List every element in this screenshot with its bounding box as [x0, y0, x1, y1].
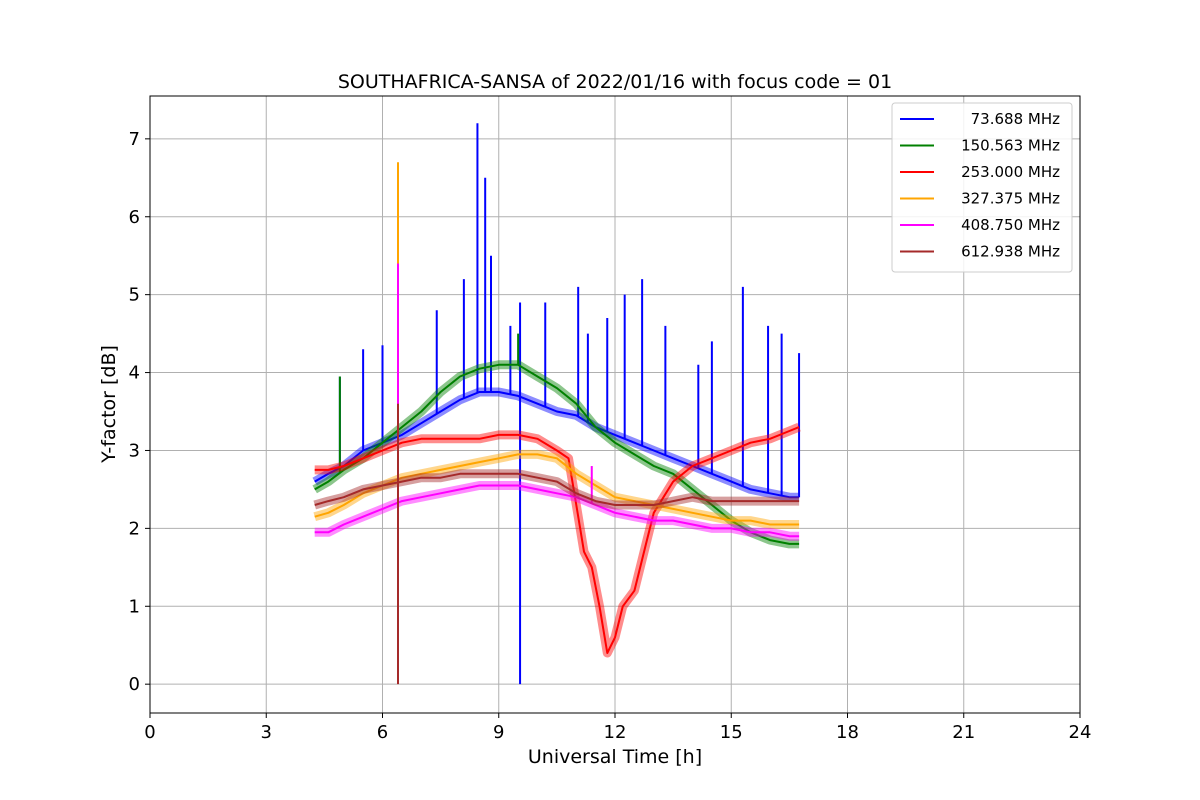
y-tick-label: 2 [129, 518, 140, 539]
legend-label: 150.563 MHz [961, 137, 1060, 155]
y-tick-label: 5 [129, 285, 140, 306]
x-tick-label: 9 [493, 722, 504, 743]
x-tick-label: 15 [720, 722, 743, 743]
y-tick-label: 0 [129, 674, 140, 695]
x-tick-label: 0 [144, 722, 155, 743]
x-tick-label: 12 [604, 722, 627, 743]
series-1 [312, 333, 800, 549]
x-tick-label: 21 [952, 722, 975, 743]
legend-label: 612.938 MHz [961, 243, 1060, 261]
series-line [314, 426, 800, 654]
legend-label: 408.750 MHz [961, 216, 1060, 234]
series-line [314, 484, 800, 538]
series-line [314, 391, 800, 499]
series-line [314, 472, 800, 506]
series-line [314, 363, 800, 545]
series-5 [313, 403, 800, 685]
legend-label: 253.000 MHz [961, 163, 1060, 181]
legend-label: 327.375 MHz [961, 190, 1060, 208]
y-axis-label: Y-factor [dB] [98, 345, 120, 464]
x-tick-label: 18 [836, 722, 859, 743]
y-tick-label: 4 [129, 363, 140, 384]
legend: 73.688 MHz 150.563 MHz 253.000 MHz 327.375 … [891, 102, 1073, 273]
series-line [314, 453, 800, 526]
x-axis-label: Universal Time [h] [528, 746, 702, 768]
y-tick-label: 1 [129, 596, 140, 617]
y-tick-label: 7 [129, 129, 140, 150]
series-2 [314, 422, 801, 658]
y-tick-label: 3 [129, 440, 140, 461]
x-tick-label: 6 [377, 722, 388, 743]
x-tick-label: 24 [1069, 722, 1092, 743]
y-tick-label: 6 [129, 207, 140, 228]
x-tick-label: 3 [261, 722, 272, 743]
series-layer [312, 123, 801, 685]
chart-title: SOUTHAFRICA-SANSA of 2022/01/16 with foc… [338, 71, 892, 93]
legend-box [891, 102, 1073, 273]
legend-label: 73.688 MHz [971, 110, 1060, 128]
